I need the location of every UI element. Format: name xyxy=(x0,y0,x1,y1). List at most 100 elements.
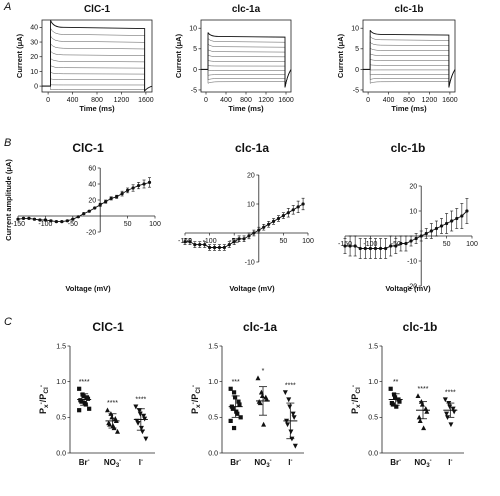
trace-y-tick-label: 0 xyxy=(193,67,197,74)
perm-category-label: NO3- xyxy=(104,458,121,469)
trace-x-tick-label: 800 xyxy=(403,97,415,104)
iv-point xyxy=(98,203,102,207)
perm-chart-clc-1: ClC-10.00.51.01.5Px-/PCl-Br-****NO3-****… xyxy=(38,320,155,469)
iv-point xyxy=(271,219,276,223)
iv-point xyxy=(434,226,439,231)
data-point-square xyxy=(238,415,243,420)
trace-y-label: Current (μA) xyxy=(174,33,183,78)
iv-x-tick-label: 50 xyxy=(124,221,132,228)
trace-y-tick-label: -5 xyxy=(191,87,197,94)
data-point-triangle xyxy=(259,393,265,399)
iv-x-label: Voltage (mV) xyxy=(229,284,275,293)
trace-panel-clc-1a: clc-1a -5 0 5 10 0 400 800 1200 1600 Time (ms) Curr… xyxy=(174,4,294,113)
data-point-square xyxy=(77,408,82,413)
trace-x-tick-label: 0 xyxy=(366,97,370,104)
trace-y-label: Current (μA) xyxy=(15,33,24,78)
data-point-triangle-down xyxy=(286,397,292,403)
perm-y-label-part: - xyxy=(350,385,357,387)
current-sweep xyxy=(363,35,456,88)
iv-point xyxy=(16,217,20,221)
iv-x-tick-label: -100 xyxy=(203,238,217,245)
iv-point xyxy=(262,225,266,229)
current-sweep xyxy=(363,58,456,88)
iv-x-label: Voltage (mV) xyxy=(65,284,111,293)
perm-category-label: Br- xyxy=(230,458,241,467)
perm-category-label-part: - xyxy=(141,458,143,464)
significance-label: **** xyxy=(79,379,90,386)
trace-y-tick-label: 30 xyxy=(30,39,38,46)
current-sweep xyxy=(42,20,153,93)
iv-point xyxy=(193,243,197,247)
data-point-square xyxy=(236,399,241,404)
iv-point xyxy=(71,217,75,221)
iv-point xyxy=(419,234,423,238)
perm-category-label: NO3- xyxy=(254,458,271,469)
trace-x-tick-label: 1200 xyxy=(258,97,274,104)
data-point-square xyxy=(232,395,238,400)
trace-x-label: Time (ms) xyxy=(391,104,427,113)
perm-y-label: Px-/PCl- xyxy=(38,385,50,414)
iv-point xyxy=(65,219,69,223)
perm-y-tick-label: 1.5 xyxy=(368,343,378,350)
perm-category-label-part: Br xyxy=(230,458,239,467)
iv-x-tick-label: -50 xyxy=(68,221,78,228)
perm-y-label-part: P xyxy=(38,408,48,414)
perm-y-label: Px-/PCl- xyxy=(350,385,362,414)
current-sweep xyxy=(201,65,292,88)
perm-y-label-part: / xyxy=(190,399,200,402)
data-point-triangle xyxy=(255,375,261,381)
iv-point xyxy=(217,245,222,250)
significance-label: ** xyxy=(393,379,399,386)
iv-point xyxy=(82,212,86,216)
iv-point xyxy=(439,224,444,228)
trace-y-label: Current (μA) xyxy=(336,33,345,78)
iv-point xyxy=(301,202,305,206)
trace-x-tick-label: 1600 xyxy=(442,97,458,104)
current-sweep xyxy=(201,54,292,88)
perm-y-tick-label: 0.0 xyxy=(368,450,378,457)
trace-x-tick-label: 0 xyxy=(204,97,208,104)
perm-y-tick-label: 1.5 xyxy=(208,343,218,350)
perm-category-label: I- xyxy=(139,458,143,467)
trace-x-label: Time (ms) xyxy=(79,104,115,113)
iv-y-tick-label: -20 xyxy=(407,283,417,290)
perm-category-label: Br- xyxy=(390,458,401,467)
panel-label-c: C xyxy=(4,316,12,328)
perm-category-label: NO3- xyxy=(414,458,431,469)
iv-point xyxy=(363,246,367,251)
iv-point xyxy=(131,186,135,190)
iv-point xyxy=(267,222,271,226)
iv-point xyxy=(232,240,236,244)
iv-y-label: Current amplitude (μA) xyxy=(4,159,13,241)
panel-label-b: B xyxy=(4,137,11,149)
trace-frame xyxy=(200,19,292,93)
data-point-triangle xyxy=(109,414,115,420)
trace-title: ClC-1 xyxy=(84,4,111,15)
trace-x-tick-label: 800 xyxy=(240,97,252,104)
iv-point xyxy=(343,244,347,248)
perm-category-label-part: - xyxy=(88,458,90,464)
iv-point xyxy=(49,219,53,223)
iv-point xyxy=(286,211,290,215)
trace-panel-clc-1b: clc-1b -5 0 5 10 0 400 800 1200 1600 Time (ms) Curr… xyxy=(336,4,458,113)
data-point-triangle-down xyxy=(447,404,453,410)
iv-point xyxy=(242,237,246,241)
data-point-square xyxy=(230,406,235,411)
data-point-triangle-down xyxy=(135,420,141,426)
iv-y-tick-label: 40 xyxy=(88,181,96,188)
trace-y-tick-label: 10 xyxy=(351,26,359,33)
perm-y-label-part: P xyxy=(350,394,360,400)
data-point-square xyxy=(391,392,397,397)
iv-point xyxy=(368,246,372,251)
data-point-triangle xyxy=(417,418,423,423)
perm-category-label-part: - xyxy=(430,458,432,464)
iv-point xyxy=(414,236,418,241)
iv-x-label: Voltage (mV) xyxy=(385,284,431,293)
iv-point xyxy=(76,215,80,219)
perm-category-label-part: - xyxy=(450,458,452,464)
trace-y-tick-label: 0 xyxy=(355,67,359,74)
perm-y-label-part: x xyxy=(195,404,202,408)
trace-frame xyxy=(362,19,456,93)
significance-label: **** xyxy=(285,382,296,389)
